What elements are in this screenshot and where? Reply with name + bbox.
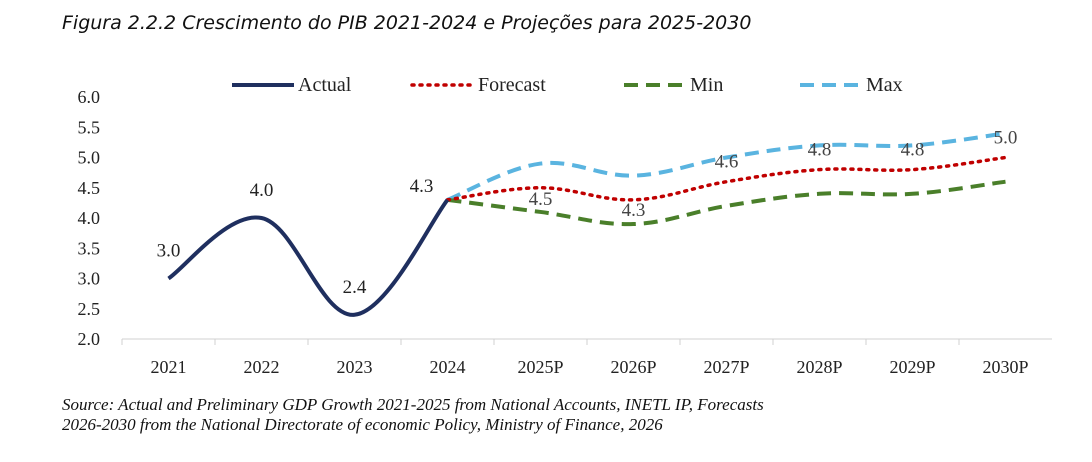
x-tick-label: 2027P xyxy=(703,357,749,377)
x-tick-label: 2029P xyxy=(889,357,935,377)
x-tick-label: 2022 xyxy=(244,357,280,377)
series-line-forecast xyxy=(445,155,1008,202)
y-tick-label: 5.0 xyxy=(78,148,101,168)
source-line-2: 2026-2030 from the National Directorate … xyxy=(62,415,663,434)
x-tick-label: 2030P xyxy=(982,357,1028,377)
legend-label-forecast: Forecast xyxy=(478,74,546,96)
y-tick-label: 6.0 xyxy=(78,87,101,107)
chart-series xyxy=(167,131,1008,317)
x-tick-label: 2021 xyxy=(151,357,187,377)
source-note: Source: Actual and Preliminary GDP Growt… xyxy=(62,395,1062,435)
x-tick-label: 2028P xyxy=(796,357,842,377)
y-tick-label: 4.0 xyxy=(78,208,101,228)
figure-title: Figura 2.2.2 Crescimento do PIB 2021-202… xyxy=(62,12,752,34)
y-tick-label: 2.0 xyxy=(78,329,101,349)
data-label-actual: 4.3 xyxy=(410,176,434,197)
data-label-forecast: 4.8 xyxy=(808,140,832,161)
data-label-forecast: 4.3 xyxy=(622,200,646,221)
series-line-max xyxy=(446,131,1006,202)
gdp-growth-line-chart: Actual Forecast Min Max 2.0 2.5 3.0 3.5 4.0 4.5 5… xyxy=(78,74,1052,377)
data-label-forecast: 5.0 xyxy=(994,128,1018,149)
x-tick-label: 2025P xyxy=(517,357,563,377)
data-label-actual: 3.0 xyxy=(157,241,181,262)
data-label-forecast: 4.8 xyxy=(901,140,925,161)
series-line-actual xyxy=(167,198,450,317)
y-tick-label: 2.5 xyxy=(78,299,101,319)
source-line-1: Source: Actual and Preliminary GDP Growt… xyxy=(62,395,764,414)
series-line-min xyxy=(447,179,1006,227)
data-label-actual: 4.0 xyxy=(250,180,274,201)
x-tick-label: 2026P xyxy=(610,357,656,377)
legend-label-max: Max xyxy=(866,74,903,96)
y-tick-label: 3.5 xyxy=(78,238,101,258)
x-tick-label: 2023 xyxy=(337,357,373,377)
chart-legend: Actual Forecast Min Max xyxy=(232,74,903,96)
y-tick-label: 3.0 xyxy=(78,269,101,289)
legend-label-actual: Actual xyxy=(298,74,352,96)
x-axis: 2021 2022 2023 2024 2025P 2026P 2027P 2028P 2029… xyxy=(121,339,1029,377)
data-label-actual: 2.4 xyxy=(343,277,367,298)
data-label-forecast: 4.6 xyxy=(715,152,739,173)
x-tick-label: 2024 xyxy=(430,357,466,377)
y-tick-label: 4.5 xyxy=(78,178,101,198)
data-labels: 3.0 4.0 2.4 4.3 4.5 4.3 4.6 4.8 4.8 5.0 xyxy=(157,128,1018,298)
y-axis: 2.0 2.5 3.0 3.5 4.0 4.5 5.0 5.5 6.0 xyxy=(78,87,101,349)
legend-label-min: Min xyxy=(690,74,723,96)
data-label-forecast: 4.5 xyxy=(529,189,553,210)
y-tick-label: 5.5 xyxy=(78,117,101,137)
